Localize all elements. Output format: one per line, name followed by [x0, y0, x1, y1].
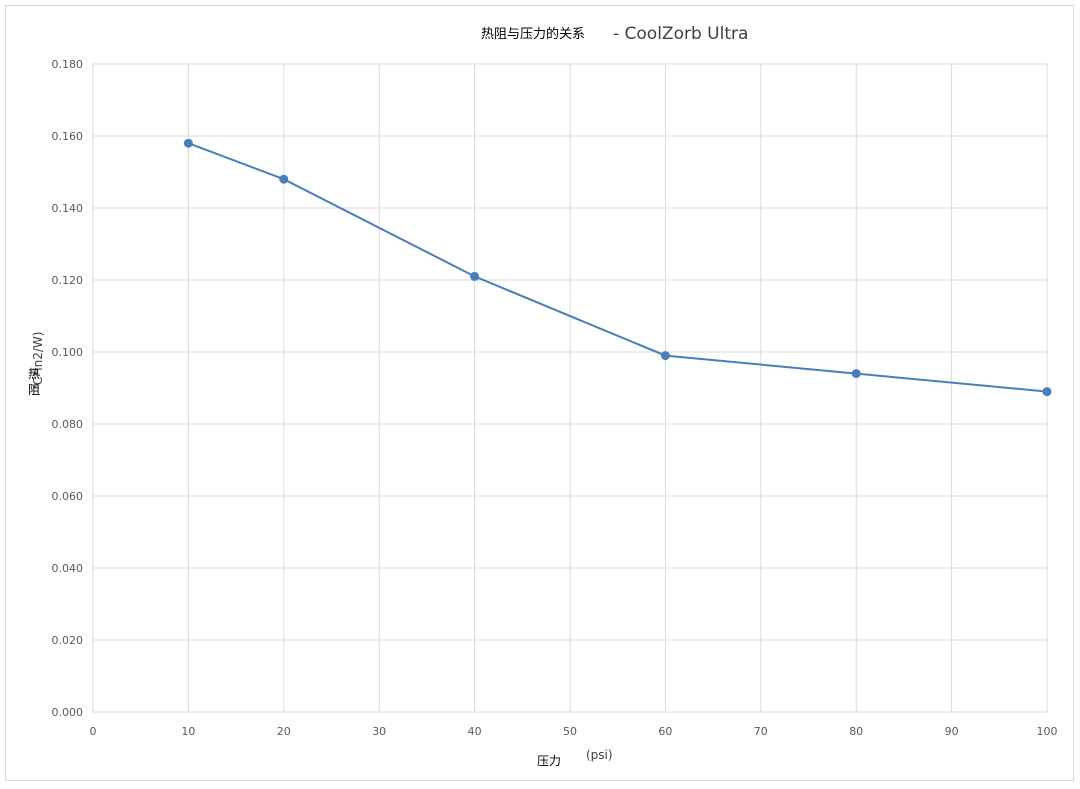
- x-tick-labels: 0 10 20 30 40 50 60 70 80 90 100: [90, 725, 1058, 738]
- data-point: [1042, 387, 1052, 397]
- x-tick-label: 10: [181, 725, 195, 738]
- y-tick-label: 0.100: [52, 346, 84, 359]
- y-tick-label: 0.140: [52, 202, 84, 215]
- x-tick-label: 40: [468, 725, 482, 738]
- chart-title: 热阻与压力的关系: [481, 26, 585, 42]
- chart-subtitle: - CoolZorb Ultra: [613, 24, 748, 44]
- x-axis-label: 压力: [537, 754, 561, 768]
- x-tick-label: 70: [754, 725, 768, 738]
- data-point: [183, 138, 193, 148]
- x-tick-label: 60: [658, 725, 672, 738]
- x-tick-label: 80: [849, 725, 863, 738]
- data-point: [279, 174, 289, 184]
- y-tick-label: 0.020: [52, 634, 84, 647]
- x-tick-label: 100: [1037, 725, 1058, 738]
- data-point: [851, 369, 861, 379]
- y-tick-label: 0.180: [52, 58, 84, 71]
- grid-lines: [92, 63, 1048, 713]
- y-tick-labels: 0.000 0.020 0.040 0.060 0.080 0.100 0.120 0.140…: [52, 58, 84, 719]
- y-axis-unit: 'C*in2/W): [31, 332, 45, 389]
- y-tick-label: 0.000: [52, 706, 84, 719]
- data-series: [183, 138, 1052, 397]
- x-tick-label: 90: [945, 725, 959, 738]
- data-point: [470, 271, 480, 281]
- y-tick-label: 0.160: [52, 130, 84, 143]
- data-point: [660, 351, 670, 361]
- x-tick-label: 0: [90, 725, 97, 738]
- y-tick-label: 0.120: [52, 274, 84, 287]
- x-tick-label: 30: [372, 725, 386, 738]
- x-tick-label: 50: [563, 725, 577, 738]
- series-line: [188, 142, 1048, 393]
- y-tick-label: 0.060: [52, 490, 84, 503]
- x-tick-label: 20: [277, 725, 291, 738]
- x-axis-unit: (psi): [586, 748, 613, 762]
- y-axis-label: 热阻: [28, 367, 40, 397]
- y-tick-label: 0.040: [52, 562, 84, 575]
- y-tick-label: 0.080: [52, 418, 84, 431]
- chart-frame: [5, 5, 1074, 781]
